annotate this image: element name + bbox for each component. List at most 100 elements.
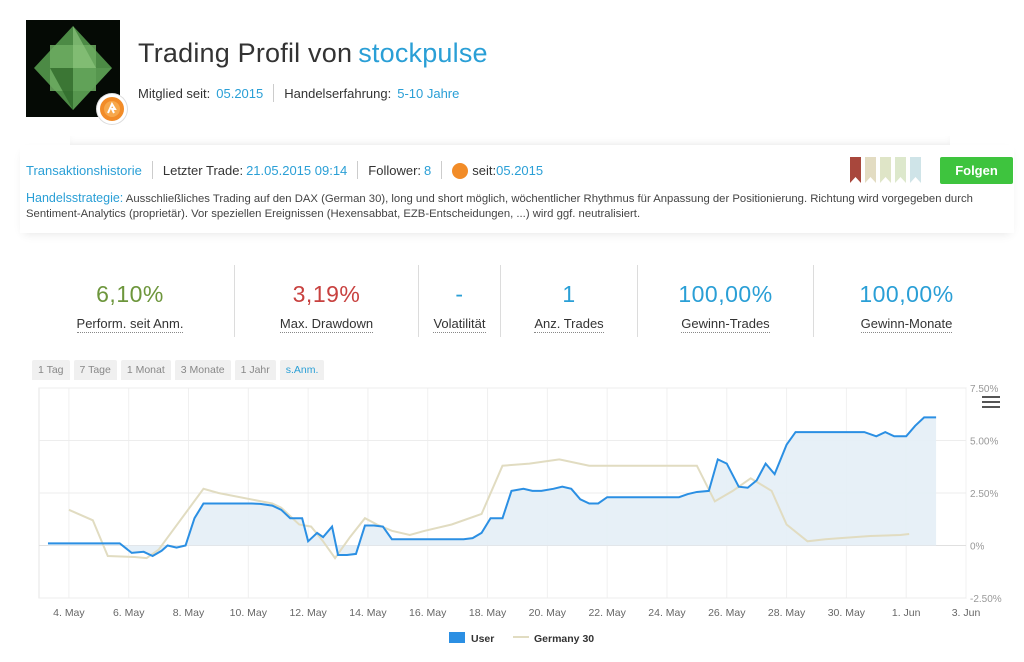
tab-since-registration[interactable]: s.Anm. <box>279 360 325 380</box>
stats-row: 6,10% Perform. seit Anm. 3,19% Max. Draw… <box>26 265 999 337</box>
flag-icon <box>880 157 891 183</box>
user-area-fill <box>47 417 937 556</box>
stat-label[interactable]: Gewinn-Monate <box>860 316 953 333</box>
y-tick-label: 5.00% <box>970 437 998 448</box>
y-tick-label: 2.50% <box>970 489 998 500</box>
legend-label-germany30: Germany 30 <box>534 633 594 645</box>
stat-label[interactable]: Anz. Trades <box>534 316 604 333</box>
stat-winning-months: 100,00% Gewinn-Monate <box>814 265 999 337</box>
performance-chart: 4. May 6. May 8. May 10. May 12. May 14. May 1… <box>26 380 1016 662</box>
timeframe-tabs: 1 Tag 7 Tage 1 Monat 3 Monate 1 Jahr s.A… <box>32 360 325 380</box>
flag-shape <box>850 157 861 183</box>
experience-label: Handelserfahrung: <box>284 86 392 101</box>
stat-trades: 1 Anz. Trades <box>501 265 637 337</box>
x-tick-label: 10. May <box>230 607 268 619</box>
x-tick-label: 6. May <box>113 607 145 619</box>
divider <box>418 265 419 337</box>
flag-icon <box>910 157 921 183</box>
chart-canvas: 4. May 6. May 8. May 10. May 12. May 14. May 1… <box>38 384 1002 645</box>
stat-value: 100,00% <box>678 281 773 307</box>
rating-flags <box>850 157 921 183</box>
transaction-history-link[interactable]: Transaktionshistorie <box>26 162 142 178</box>
x-tick-label: 18. May <box>469 607 507 619</box>
divider <box>234 265 235 337</box>
follow-button[interactable]: Folgen <box>940 157 1013 184</box>
divider <box>500 265 501 337</box>
divider <box>357 161 359 179</box>
flag-shape <box>895 157 906 183</box>
y-tick-label: -2.50% <box>970 594 1002 605</box>
x-tick-label: 4. May <box>53 607 85 619</box>
x-tick-label: 12. May <box>289 607 327 619</box>
title-prefix: Trading Profil von <box>138 38 353 68</box>
strategy-text: Handelsstrategie: Ausschließliches Tradi… <box>26 191 1016 222</box>
divider <box>637 265 638 337</box>
rank-badge-icon <box>452 163 469 179</box>
tab-1-day[interactable]: 1 Tag <box>32 360 70 380</box>
x-tick-label: 8. May <box>173 607 205 619</box>
tab-3-months[interactable]: 3 Monate <box>174 360 231 380</box>
stat-volatility: - Volatilität <box>419 265 500 337</box>
legend-swatch-user <box>449 632 465 643</box>
flag-shape <box>865 157 876 183</box>
legend-label-user: User <box>471 633 494 645</box>
flag-icon <box>865 157 876 183</box>
follower-label: Follower: <box>368 162 422 178</box>
tab-1-month[interactable]: 1 Monat <box>120 360 171 380</box>
divider <box>813 265 814 337</box>
experience-value: 5-10 Jahre <box>397 86 460 101</box>
flag-icon <box>850 157 861 183</box>
x-tick-label: 28. May <box>768 607 806 619</box>
last-trade-label: Letzter Trade: <box>162 162 244 178</box>
divider <box>151 161 153 179</box>
series-line-user <box>47 416 937 558</box>
tab-1-year[interactable]: 1 Jahr <box>234 360 276 380</box>
x-tick-label: 3. Jun <box>952 607 981 619</box>
info-bar: Transaktionshistorie Letzter Trade: 21.0… <box>26 161 543 179</box>
last-trade-value: 21.05.2015 09:14 <box>246 162 348 178</box>
avatar <box>26 20 120 117</box>
y-tick-label: 7.50% <box>970 384 998 395</box>
x-tick-label: 1. Jun <box>892 607 921 619</box>
stat-winning-trades: 100,00% Gewinn-Trades <box>638 265 813 337</box>
stat-value: 6,10% <box>96 281 164 307</box>
flag-shape <box>910 157 921 183</box>
divider <box>441 161 443 179</box>
member-label: Mitglied seit: <box>138 86 211 101</box>
stat-label[interactable]: Max. Drawdown <box>279 316 374 333</box>
stat-performance: 6,10% Perform. seit Anm. <box>26 265 234 337</box>
follower-value: 8 <box>424 162 432 178</box>
stat-label[interactable]: Gewinn-Trades <box>681 316 770 333</box>
x-tick-label: 22. May <box>588 607 626 619</box>
stat-label[interactable]: Volatilität <box>433 316 486 333</box>
x-tick-label: 24. May <box>648 607 686 619</box>
stat-drawdown: 3,19% Max. Drawdown <box>235 265 418 337</box>
since-label: seit: <box>472 162 497 178</box>
stat-value: 1 <box>562 281 576 307</box>
flag-icon <box>895 157 906 183</box>
member-value: 05.2015 <box>216 86 264 101</box>
strategy-label: Handelsstrategie: <box>26 191 124 205</box>
stat-value: - <box>455 281 464 307</box>
page-title: Trading Profil von stockpulse <box>138 38 488 69</box>
series-line-germany30 <box>68 458 910 560</box>
profile-header: Trading Profil von stockpulse Mitglied se… <box>0 0 1024 130</box>
stat-label[interactable]: Perform. seit Anm. <box>76 316 184 333</box>
x-tick-label: 16. May <box>409 607 447 619</box>
x-tick-label: 30. May <box>828 607 866 619</box>
profile-meta: Mitglied seit: 05.2015 Handelserfahrung:… <box>138 84 460 104</box>
chart-menu-icon[interactable] <box>982 396 1000 410</box>
stat-value: 3,19% <box>292 281 361 307</box>
divider <box>273 84 275 102</box>
stat-value: 100,00% <box>859 281 954 307</box>
x-tick-label: 26. May <box>708 607 746 619</box>
x-tick-label: 14. May <box>349 607 387 619</box>
tab-7-days[interactable]: 7 Tage <box>73 360 117 380</box>
flag-shape <box>880 157 891 183</box>
rank-badge-icon <box>97 94 127 124</box>
username-link[interactable]: stockpulse <box>358 38 488 68</box>
strategy-description: Ausschließliches Trading auf den DAX (Ge… <box>26 193 973 220</box>
y-tick-label: 0% <box>970 542 985 553</box>
info-panel: Transaktionshistorie Letzter Trade: 21.0… <box>20 145 1014 233</box>
since-value: 05.2015 <box>496 162 544 178</box>
